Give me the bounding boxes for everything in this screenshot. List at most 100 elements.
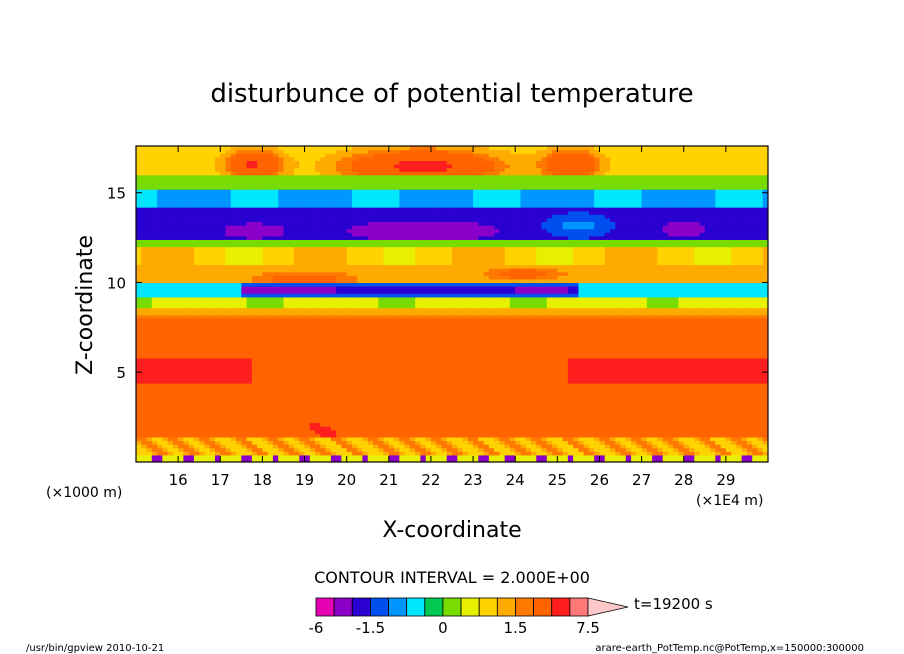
field-cell — [762, 325, 768, 330]
field-cell — [757, 386, 764, 391]
field-cell — [604, 361, 611, 366]
field-cell — [404, 418, 411, 424]
field-cell — [383, 454, 390, 460]
field-cell — [383, 368, 390, 373]
field-cell — [183, 368, 190, 373]
field-cell — [146, 311, 153, 316]
field-cell — [710, 451, 716, 456]
field-cell — [446, 314, 453, 319]
field-cell — [531, 318, 537, 323]
field-cell — [683, 321, 690, 327]
field-cell — [731, 336, 737, 341]
field-cell — [294, 386, 300, 391]
field-cell — [294, 433, 300, 438]
field-cell — [251, 329, 258, 334]
field-cell — [667, 314, 674, 319]
field-cell — [457, 311, 464, 316]
field-cell — [283, 390, 290, 395]
field-cell — [373, 390, 379, 395]
field-cell — [525, 447, 532, 452]
field-cell — [636, 386, 643, 391]
field-cell — [220, 375, 227, 381]
field-cell — [420, 375, 427, 381]
field-cell — [257, 379, 263, 384]
field-cell — [183, 408, 190, 413]
field-cell — [525, 375, 532, 381]
field-cell — [204, 451, 211, 456]
field-cell — [620, 365, 627, 370]
field-cell — [583, 422, 590, 427]
field-cell — [320, 393, 327, 398]
field-cell — [446, 311, 453, 316]
field-cell — [731, 408, 737, 413]
field-cell — [373, 454, 379, 460]
field-cell — [388, 357, 395, 363]
field-cell — [257, 426, 263, 431]
field-cell — [157, 397, 163, 402]
field-cell — [241, 397, 248, 402]
field-cell — [599, 379, 606, 384]
field-cell — [667, 400, 674, 406]
field-cell — [710, 418, 716, 424]
field-cell — [488, 379, 495, 384]
field-cell — [209, 343, 216, 348]
field-cell — [346, 311, 353, 316]
field-cell — [741, 336, 748, 341]
field-cell — [494, 422, 500, 427]
field-cell — [509, 422, 516, 427]
field-cell — [557, 454, 564, 460]
field-cell — [541, 332, 548, 337]
field-cell — [157, 375, 163, 381]
field-cell — [241, 454, 248, 460]
field-cell — [178, 318, 184, 323]
field-cell — [178, 429, 184, 434]
field-cell — [172, 339, 179, 345]
field-cell — [204, 458, 211, 462]
field-cell — [541, 325, 548, 330]
field-cell — [736, 365, 743, 370]
field-cell — [151, 354, 158, 359]
field-cell — [673, 397, 680, 402]
field-cell — [689, 329, 695, 334]
field-cell — [436, 451, 443, 456]
field-cell — [230, 404, 237, 409]
field-cell — [504, 415, 511, 420]
field-cell — [193, 411, 200, 416]
field-cell — [199, 365, 206, 370]
field-cell — [583, 314, 590, 319]
field-cell — [541, 454, 548, 460]
field-cell — [715, 393, 722, 398]
field-cell — [594, 408, 601, 413]
field-cell — [320, 329, 327, 334]
field-cell — [283, 314, 290, 319]
field-cell — [452, 318, 458, 323]
field-cell — [351, 454, 358, 460]
field-cell — [615, 454, 622, 460]
field-cell — [388, 325, 395, 330]
field-cell — [336, 447, 342, 452]
field-cell — [757, 415, 764, 420]
field-cell — [288, 393, 295, 398]
field-cell — [499, 429, 506, 434]
field-cell — [230, 397, 237, 402]
field-cell — [615, 372, 622, 377]
field-cell — [731, 383, 737, 388]
field-cell — [325, 436, 332, 442]
field-cell — [420, 422, 427, 427]
field-cell — [241, 393, 248, 398]
field-cell — [341, 397, 348, 402]
field-cell — [188, 332, 195, 337]
field-cell — [452, 379, 458, 384]
field-cell — [151, 451, 158, 456]
field-cell — [230, 454, 237, 460]
field-cell — [610, 404, 616, 409]
field-cell — [315, 429, 321, 434]
field-cell — [236, 429, 242, 434]
field-cell — [399, 426, 406, 431]
field-cell — [278, 329, 285, 334]
field-cell — [199, 440, 206, 445]
field-cell — [610, 372, 616, 377]
field-cell — [731, 433, 737, 438]
field-cell — [136, 436, 142, 442]
field-cell — [662, 458, 669, 462]
